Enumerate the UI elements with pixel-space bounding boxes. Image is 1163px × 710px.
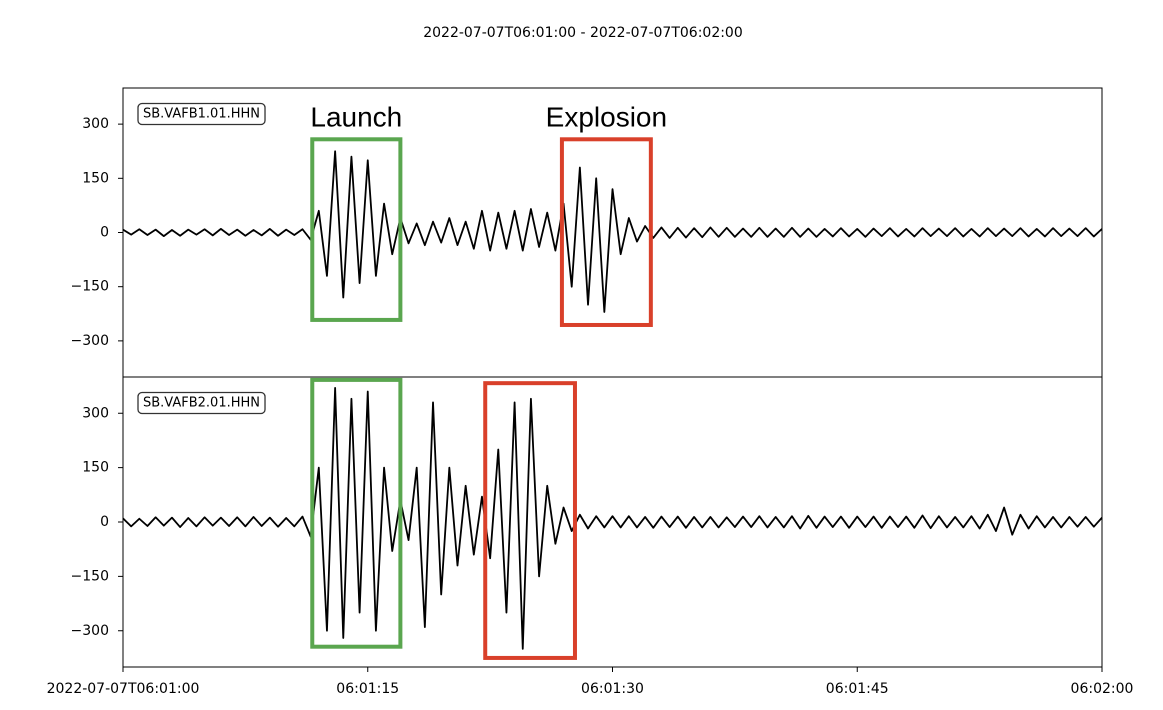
legend-label: SB.VAFB2.01.HHN bbox=[143, 396, 260, 411]
annotation-box bbox=[559, 137, 653, 327]
legend-label: SB.VAFB1.01.HHN bbox=[143, 107, 260, 122]
y-tick-label: −300 bbox=[71, 623, 109, 639]
plot-frame bbox=[122, 376, 1103, 668]
x-tick-label: 06:01:15 bbox=[336, 681, 399, 697]
x-tick-label: 06:01:45 bbox=[826, 681, 889, 697]
annotation-box bbox=[310, 137, 403, 322]
x-tick-label: 2022-07-07T06:01:00 bbox=[47, 681, 200, 697]
y-tick-label: 0 bbox=[100, 514, 109, 530]
chart-title: 2022-07-07T06:01:00 - 2022-07-07T06:02:0… bbox=[423, 25, 743, 41]
waveform bbox=[122, 150, 1103, 313]
y-tick-label: 300 bbox=[82, 116, 109, 132]
y-tick-label: −150 bbox=[71, 568, 109, 584]
annotation-box bbox=[310, 377, 403, 649]
y-tick-label: −150 bbox=[71, 279, 109, 295]
legend-box bbox=[137, 391, 266, 415]
y-tick-label: 150 bbox=[82, 460, 109, 476]
y-tick-label: 300 bbox=[82, 405, 109, 421]
annotation-label: Explosion bbox=[546, 102, 667, 133]
x-tick-label: 06:01:30 bbox=[581, 681, 644, 697]
y-tick-label: 150 bbox=[82, 170, 109, 186]
y-tick-label: −300 bbox=[71, 333, 109, 349]
annotation-label: Launch bbox=[310, 102, 402, 133]
waveform bbox=[122, 386, 1103, 650]
legend-box bbox=[137, 102, 266, 126]
x-tick-label: 06:02:00 bbox=[1071, 681, 1134, 697]
y-tick-label: 0 bbox=[100, 225, 109, 241]
annotation-box bbox=[483, 381, 577, 660]
